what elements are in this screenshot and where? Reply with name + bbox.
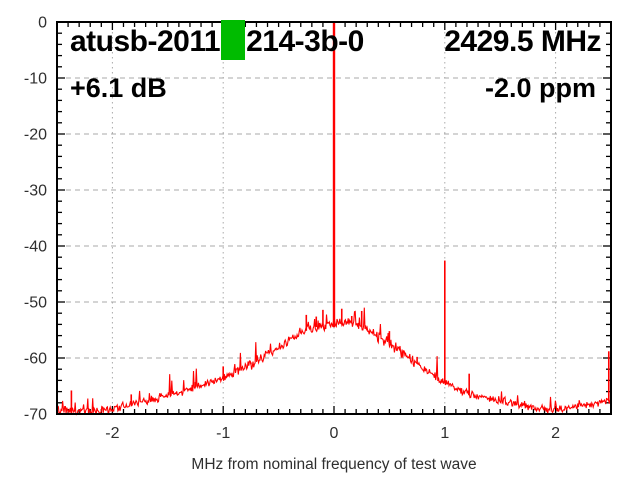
svg-text:-50: -50 (24, 295, 47, 312)
svg-text:-70: -70 (24, 407, 47, 424)
ppm-offset-value: -2.0 ppm (484, 72, 596, 103)
svg-text:2: 2 (551, 425, 560, 442)
svg-text:-40: -40 (24, 239, 47, 256)
title-prefix: atusb-2011 (70, 25, 221, 58)
plot-title: atusb-2011 214-3b-0 (70, 20, 364, 60)
title-row: atusb-2011 214-3b-0 2429.5 MHz (70, 20, 601, 62)
svg-text:-30: -30 (24, 183, 47, 200)
svg-text:MHz from nominal frequency of: MHz from nominal frequency of test wave (191, 456, 476, 473)
center-frequency-label: 2429.5 MHz (444, 25, 601, 58)
gain-value: +6.1 dB (70, 72, 167, 103)
svg-text:0: 0 (38, 15, 47, 32)
svg-text:-2: -2 (105, 425, 119, 442)
svg-text:0: 0 (330, 425, 339, 442)
redaction-marker-green (221, 20, 246, 60)
svg-text:-1: -1 (216, 425, 230, 442)
svg-text:-10: -10 (24, 71, 47, 88)
svg-text:1: 1 (440, 425, 449, 442)
svg-text:-60: -60 (24, 351, 47, 368)
title-suffix: 214-3b-0 (246, 25, 364, 58)
measurement-row: +6.1 dB -2.0 ppm (70, 72, 596, 103)
svg-text:-20: -20 (24, 127, 47, 144)
